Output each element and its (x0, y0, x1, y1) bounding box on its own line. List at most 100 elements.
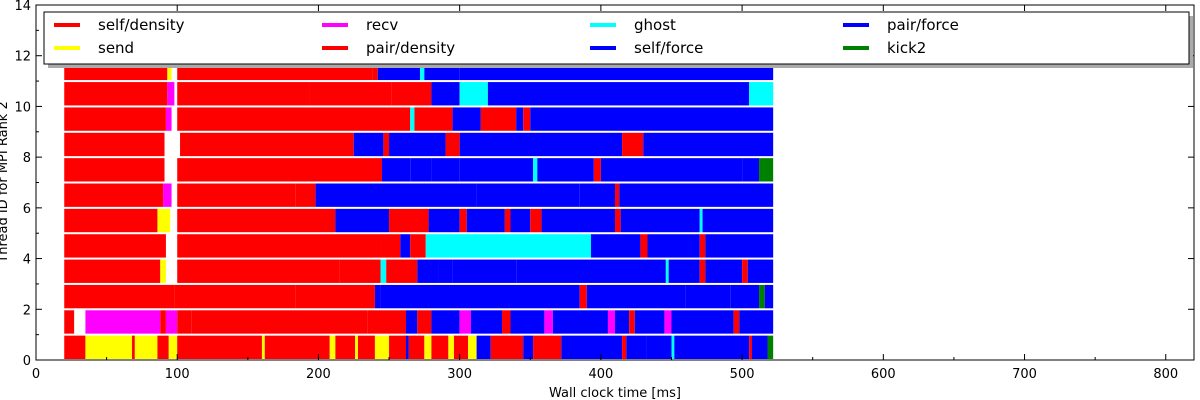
task-bar (445, 132, 460, 157)
task-bar (759, 158, 774, 182)
task-bar (374, 284, 381, 309)
task-bar (177, 158, 382, 182)
task-bar (685, 284, 731, 309)
task-bar (579, 183, 615, 207)
task-bar (177, 208, 336, 233)
task-bar (132, 335, 135, 359)
task-bar (487, 82, 750, 106)
thread-row-0 (64, 335, 774, 359)
task-bar (389, 208, 429, 233)
task-bar (325, 132, 354, 157)
task-bar (749, 82, 774, 106)
x-axis-ticks: 0 100 200 300 400 500 600 700 800 (32, 5, 1178, 382)
legend-label: recv (366, 16, 398, 34)
task-bar (622, 335, 627, 359)
task-bar (668, 259, 700, 283)
task-bar (640, 234, 648, 258)
task-bar (335, 208, 390, 233)
task-bar (646, 335, 672, 359)
task-bar (64, 310, 75, 334)
task-bar (664, 310, 672, 334)
legend-label: self/density (98, 16, 185, 34)
task-bar (168, 335, 178, 359)
task-bar (607, 310, 615, 334)
task-bar (64, 284, 175, 309)
task-bar (177, 107, 411, 131)
task-bar (381, 234, 401, 258)
task-bar (579, 284, 587, 309)
task-bar (339, 259, 381, 283)
task-bar (470, 310, 503, 334)
task-bar (533, 158, 538, 182)
task-bar (431, 335, 449, 359)
task-bar (764, 284, 774, 309)
task-bar (329, 335, 336, 359)
task-bar (626, 335, 647, 359)
task-bar (749, 335, 752, 359)
task-bar (177, 183, 296, 207)
y-tick-label: 4 (23, 253, 31, 268)
task-bar (671, 310, 734, 334)
task-bar (643, 132, 774, 157)
task-bar (353, 132, 384, 157)
task-bar (165, 310, 178, 334)
task-bar (699, 259, 706, 283)
task-bar (408, 335, 425, 359)
task-bar (705, 234, 774, 258)
x-tick-label: 600 (871, 367, 896, 382)
x-tick-label: 700 (1012, 367, 1037, 382)
task-bar (64, 259, 161, 283)
task-bar (177, 259, 340, 283)
task-bar (537, 158, 594, 182)
task-bar (431, 310, 460, 334)
legend-entry: kick2 (843, 39, 926, 57)
task-bar (64, 183, 164, 207)
task-bar (428, 208, 460, 233)
x-tick-label: 400 (588, 367, 613, 382)
thread-row-5 (64, 208, 774, 233)
thread-row-6 (64, 183, 774, 207)
task-bar (295, 183, 316, 207)
task-bar (590, 234, 641, 258)
task-bar (516, 107, 524, 131)
task-bar (391, 82, 432, 106)
task-bar (742, 158, 760, 182)
task-bar (459, 158, 534, 182)
task-bar (699, 234, 706, 258)
task-bar (389, 335, 406, 359)
task-bar (64, 82, 168, 106)
task-bar (431, 158, 460, 182)
legend-entry: ghost (590, 16, 676, 34)
task-bar (177, 310, 192, 334)
task-bar (417, 259, 439, 283)
task-bar (167, 82, 175, 106)
y-tick-label: 6 (23, 202, 31, 217)
task-bar (85, 310, 161, 334)
task-bar (759, 284, 765, 309)
task-bar (417, 310, 432, 334)
task-bar (410, 234, 426, 258)
task-bar (767, 335, 774, 359)
legend-entry: self/force (590, 39, 703, 57)
task-bar (424, 335, 432, 359)
legend-entry: send (54, 39, 134, 57)
legend-label: self/force (634, 39, 703, 57)
task-bar (468, 335, 477, 359)
task-bar (530, 107, 774, 131)
task-bar (167, 56, 172, 81)
task-bar (367, 310, 406, 334)
task-bar (459, 82, 488, 106)
thread-row-7 (64, 158, 774, 182)
task-bar (160, 259, 166, 283)
task-bar (261, 335, 265, 359)
task-bar (466, 208, 505, 233)
task-bar (730, 284, 760, 309)
legend-label: pair/density (366, 39, 455, 57)
task-bar (372, 56, 378, 81)
x-axis-label: Wall clock time [ms] (549, 386, 681, 400)
task-bars (64, 56, 774, 359)
task-bar (425, 234, 591, 258)
x-tick-label: 500 (730, 367, 755, 382)
task-bar (504, 208, 511, 233)
task-bar (410, 107, 415, 131)
